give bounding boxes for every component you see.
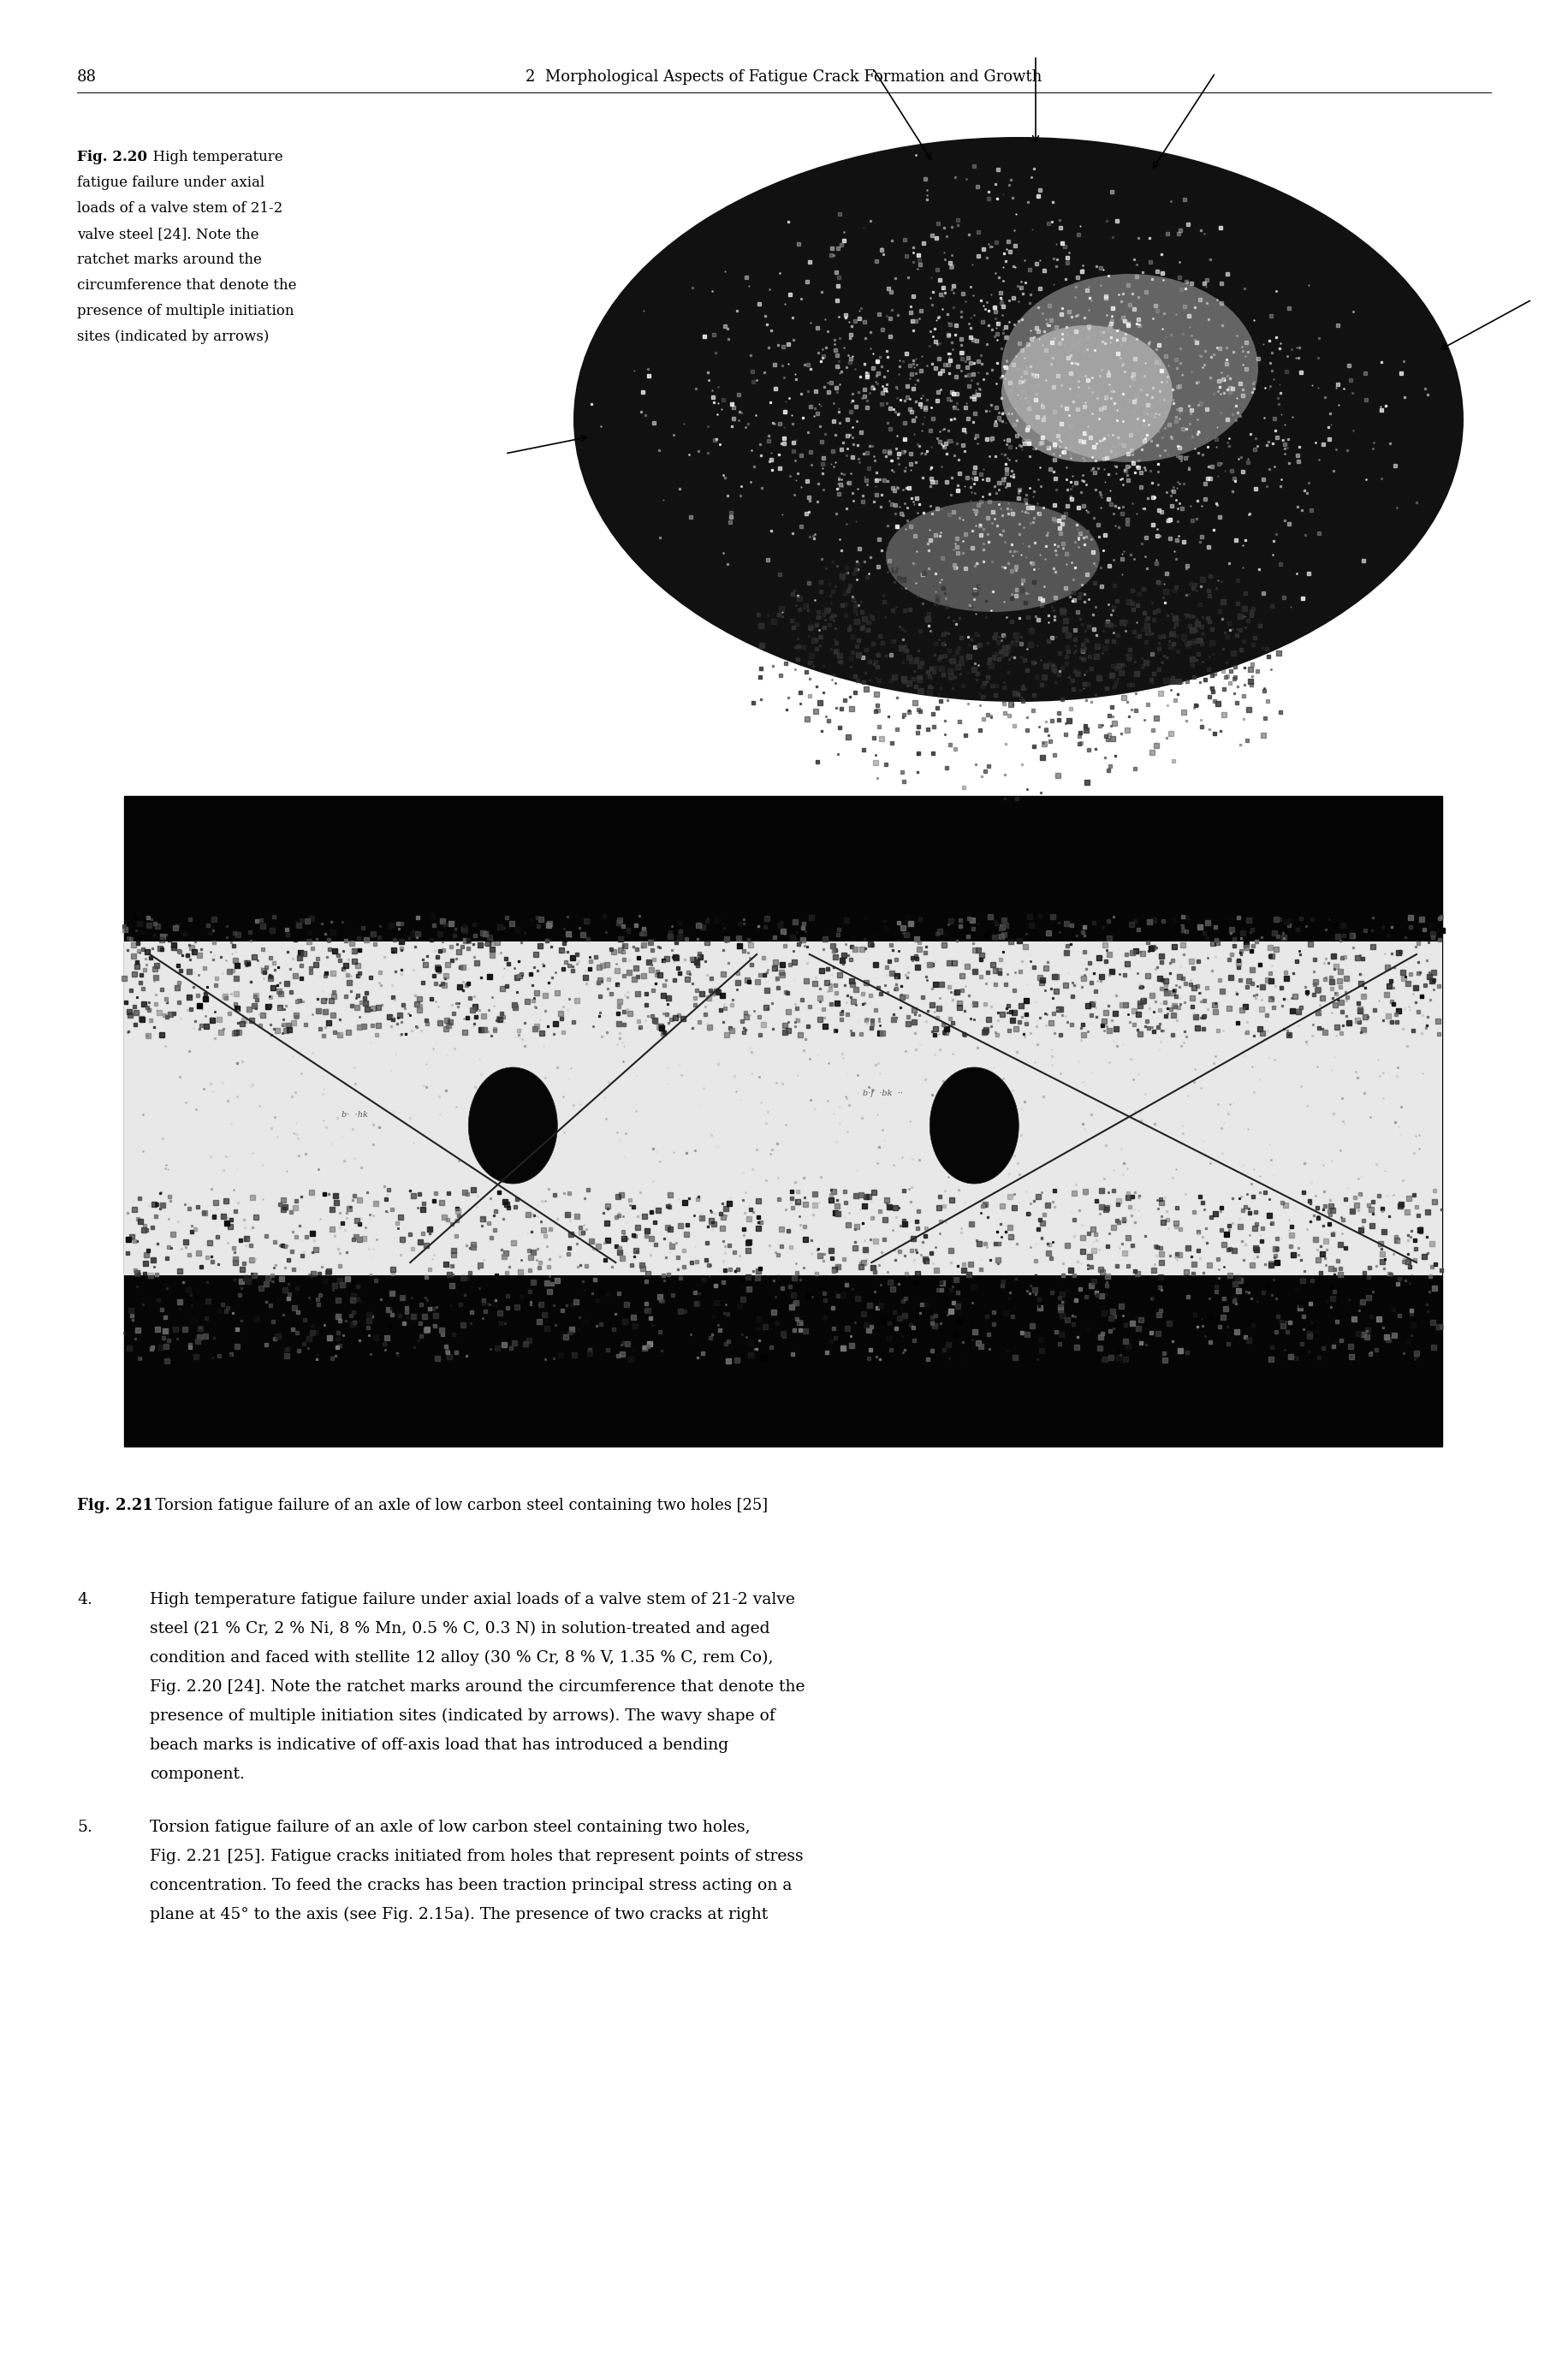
Text: concentration. To feed the cracks has been traction principal stress acting on a: concentration. To feed the cracks has be… [151,1877,792,1894]
Text: 5.: 5. [77,1820,93,1834]
Bar [522,0,1515,86]
Bar [124,796,1443,1447]
Text: sites (indicated by arrows): sites (indicated by arrows) [77,330,270,345]
Text: Torsion fatigue failure of an axle of low carbon steel containing two holes,: Torsion fatigue failure of an axle of lo… [151,1820,751,1834]
Text: loads of a valve stem of 21-2: loads of a valve stem of 21-2 [77,202,282,216]
Text: 2  Morphological Aspects of Fatigue Crack Formation and Growth: 2 Morphological Aspects of Fatigue Crack… [525,69,1043,86]
Text: Fig. 2.20 [24]. Note the ratchet marks around the circumference that denote the: Fig. 2.20 [24]. Note the ratchet marks a… [151,1680,804,1694]
Text: plane at 45° to the axis (see Fig. 2.15a). The presence of two cracks at right: plane at 45° to the axis (see Fig. 2.15a… [151,1908,768,1922]
Ellipse shape [574,138,1463,701]
Text: Torsion fatigue failure of an axle of low carbon steel containing two holes [25]: Torsion fatigue failure of an axle of lo… [146,1497,768,1514]
Text: valve steel [24]. Note the: valve steel [24]. Note the [77,226,259,242]
Ellipse shape [1002,273,1258,463]
Text: steel (21 % Cr, 2 % Ni, 8 % Mn, 0.5 % C, 0.3 N) in solution-treated and aged: steel (21 % Cr, 2 % Ni, 8 % Mn, 0.5 % C,… [151,1620,770,1637]
Text: fatigue failure under axial: fatigue failure under axial [77,176,265,190]
Text: b·f  ·bk  ··: b·f ·bk ·· [862,1091,903,1098]
Text: High temperature fatigue failure under axial loads of a valve stem of 21-2 valve: High temperature fatigue failure under a… [151,1592,795,1609]
Ellipse shape [469,1067,558,1183]
Bar [124,941,1443,1276]
Text: presence of multiple initiation sites (indicated by arrows). The wavy shape of: presence of multiple initiation sites (i… [151,1708,775,1725]
Ellipse shape [1002,326,1173,463]
Text: Fig. 2.21: Fig. 2.21 [77,1497,154,1514]
Text: Fig. 2.20: Fig. 2.20 [77,150,147,164]
Text: 88: 88 [77,69,97,86]
Text: ratchet marks around the: ratchet marks around the [77,252,262,266]
Ellipse shape [886,501,1099,613]
Text: presence of multiple initiation: presence of multiple initiation [77,304,295,318]
Text: component.: component. [151,1768,245,1782]
Text: 4.: 4. [77,1592,93,1609]
Text: condition and faced with stellite 12 alloy (30 % Cr, 8 % V, 1.35 % C, rem Co),: condition and faced with stellite 12 all… [151,1651,773,1666]
Text: Fig. 2.21 [25]. Fatigue cracks initiated from holes that represent points of str: Fig. 2.21 [25]. Fatigue cracks initiated… [151,1849,803,1865]
Text: b·  ·hk: b· ·hk [342,1112,368,1119]
Text: High temperature: High temperature [144,150,282,164]
Text: beach marks is indicative of off-axis load that has introduced a bending: beach marks is indicative of off-axis lo… [151,1737,729,1753]
Ellipse shape [930,1067,1019,1183]
Text: circumference that denote the: circumference that denote the [77,278,296,292]
